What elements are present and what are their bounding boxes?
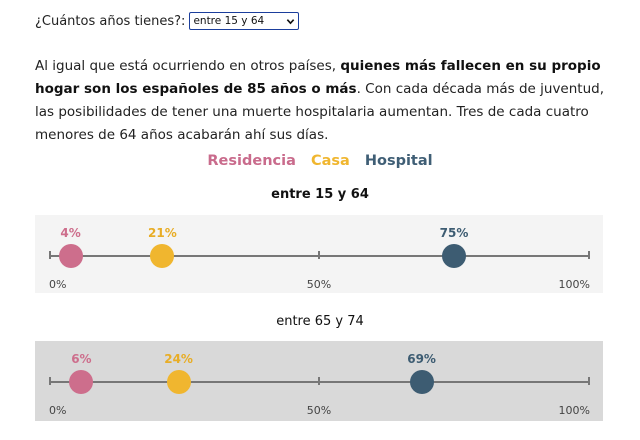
legend-residencia: Residencia: [207, 153, 296, 169]
value-label-hospital: 69%: [407, 352, 436, 366]
axis-tick-0: [49, 377, 51, 385]
intro-text-2: . Con cada década más de juventud, las p…: [35, 81, 605, 143]
point-residencia[interactable]: [58, 244, 83, 268]
value-label-casa: 24%: [164, 352, 193, 366]
value-label-casa: 21%: [148, 226, 177, 240]
legend: Residencia Casa Hospital: [0, 153, 640, 169]
chart-title-1: entre 15 y 64: [271, 187, 369, 202]
axis-label-50: 50%: [306, 404, 332, 417]
point-residencia[interactable]: [69, 370, 94, 394]
intro-highlight: quienes más fallecen en su propio hogar …: [35, 58, 601, 97]
chart-panel-1: 4% 21% 75% 0% 50% 100%: [35, 215, 603, 293]
value-label-residencia: 6%: [71, 352, 92, 366]
axis-label-0: 0%: [49, 404, 67, 417]
point-hospital[interactable]: [409, 370, 434, 394]
chart-title-2: entre 65 y 74: [276, 314, 364, 329]
axis-tick-100: [588, 251, 590, 259]
axis-tick-100: [588, 377, 590, 385]
point-casa[interactable]: [166, 370, 191, 394]
age-selector-row: ¿Cuántos años tienes?: entre 15 y 64: [35, 12, 300, 30]
axis-label-50: 50%: [306, 278, 332, 291]
legend-casa: Casa: [310, 153, 350, 169]
axis-tick-50: [318, 377, 320, 385]
chevron-down-icon: [287, 18, 295, 24]
value-label-residencia: 4%: [60, 226, 81, 240]
axis-label-100: 100%: [558, 278, 590, 291]
chart-panel-2: 6% 24% 69% 0% 50% 100%: [35, 341, 603, 421]
point-hospital[interactable]: [442, 244, 466, 268]
age-question-label: ¿Cuántos años tienes?:: [35, 13, 186, 29]
intro-text-1: Al igual que está ocurriendo en otros pa…: [35, 58, 341, 74]
age-select[interactable]: entre 15 y 64: [189, 12, 300, 30]
age-select-value: entre 15 y 64: [193, 15, 265, 27]
value-label-hospital: 75%: [439, 226, 469, 240]
legend-hospital: Hospital: [364, 153, 433, 169]
point-casa[interactable]: [150, 244, 175, 268]
axis-label-100: 100%: [558, 404, 590, 417]
axis-label-0: 0%: [49, 278, 67, 291]
axis-tick-50: [318, 251, 320, 259]
axis-tick-0: [49, 251, 51, 259]
intro-paragraph: Al igual que está ocurriendo en otros pa…: [35, 55, 605, 147]
